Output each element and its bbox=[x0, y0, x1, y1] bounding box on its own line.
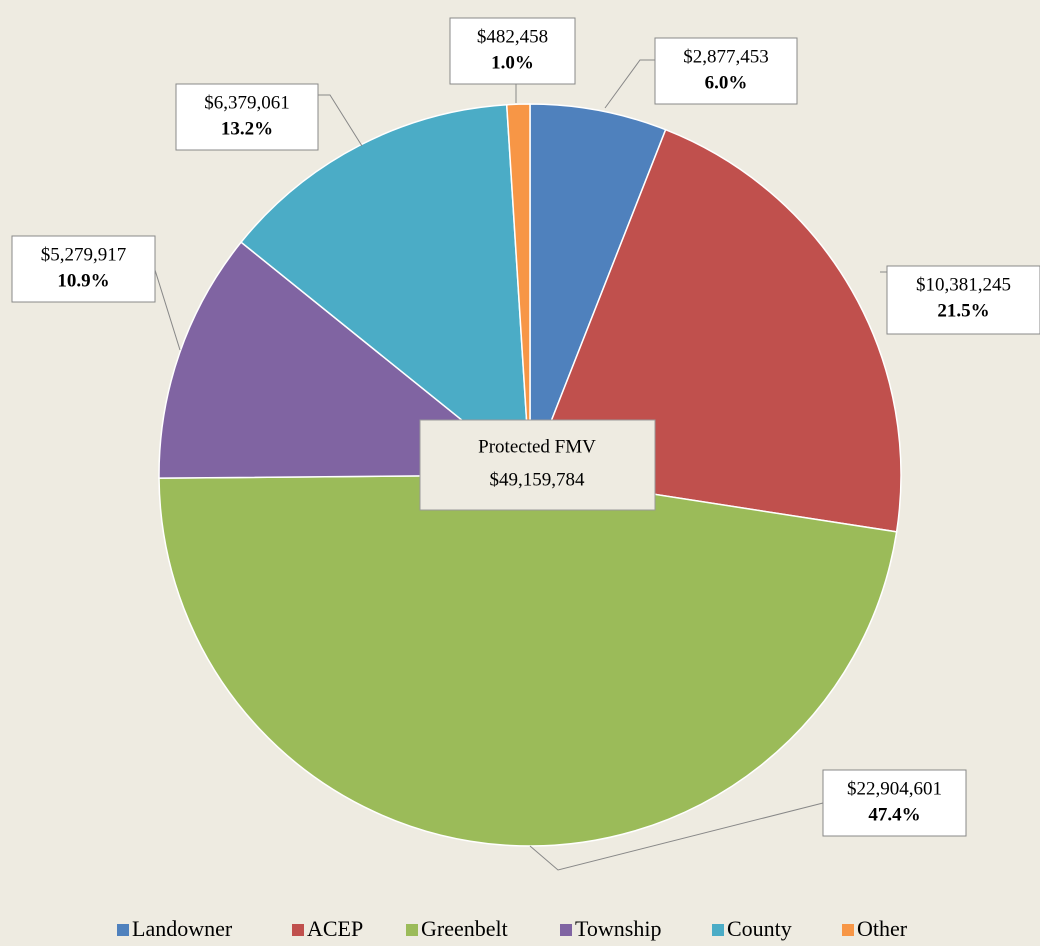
slice bbox=[529, 103, 667, 476]
slice bbox=[240, 103, 531, 477]
label-box bbox=[11, 235, 156, 303]
percent-label: 47.4% bbox=[868, 804, 920, 825]
value-label: $482,458 bbox=[477, 26, 548, 47]
percent-label: 1.0% bbox=[491, 52, 534, 73]
legend-label: Township bbox=[575, 916, 661, 941]
slice bbox=[158, 474, 898, 847]
slice bbox=[158, 241, 533, 479]
value-label: $22,904,601 bbox=[847, 778, 942, 799]
center-label: $49,159,784 bbox=[490, 469, 586, 490]
legend-label: County bbox=[727, 916, 792, 941]
leader-line bbox=[318, 94, 363, 147]
label-box bbox=[654, 37, 798, 105]
value-label: $6,379,061 bbox=[204, 92, 290, 113]
label-box bbox=[175, 83, 319, 151]
legend-label: ACEP bbox=[307, 916, 363, 941]
leader-line bbox=[154, 269, 181, 351]
legend-swatch bbox=[117, 924, 129, 936]
percent-label: 21.5% bbox=[937, 300, 989, 321]
legend-swatch bbox=[712, 924, 724, 936]
center-label: Protected FMV bbox=[478, 436, 596, 457]
label-box bbox=[886, 265, 1040, 335]
label-box bbox=[822, 769, 967, 837]
value-label: $5,279,917 bbox=[41, 244, 127, 265]
legend-label: Greenbelt bbox=[421, 916, 508, 941]
legend-label: Other bbox=[857, 916, 908, 941]
legend-swatch bbox=[292, 924, 304, 936]
label-box bbox=[449, 17, 576, 85]
legend-swatch bbox=[842, 924, 854, 936]
value-label: $10,381,245 bbox=[916, 274, 1011, 295]
legend-label: Landowner bbox=[132, 916, 233, 941]
percent-label: 10.9% bbox=[57, 270, 109, 291]
leader-line bbox=[529, 802, 824, 871]
legend-swatch bbox=[560, 924, 572, 936]
percent-label: 6.0% bbox=[705, 72, 748, 93]
leader-line bbox=[604, 59, 655, 109]
center-box bbox=[419, 419, 656, 511]
slice bbox=[505, 103, 531, 476]
legend-swatch bbox=[406, 924, 418, 936]
percent-label: 13.2% bbox=[221, 118, 273, 139]
value-label: $2,877,453 bbox=[683, 46, 769, 67]
